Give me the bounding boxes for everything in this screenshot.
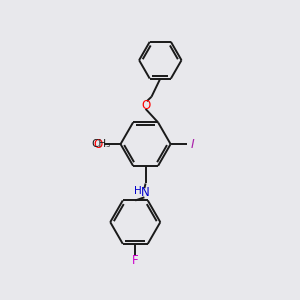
Text: H: H: [134, 185, 142, 196]
Text: I: I: [190, 138, 194, 151]
Text: N: N: [141, 186, 149, 200]
Text: O: O: [142, 99, 151, 112]
Text: F: F: [132, 254, 139, 267]
Text: O: O: [94, 138, 103, 151]
Text: CH₃: CH₃: [91, 139, 110, 149]
